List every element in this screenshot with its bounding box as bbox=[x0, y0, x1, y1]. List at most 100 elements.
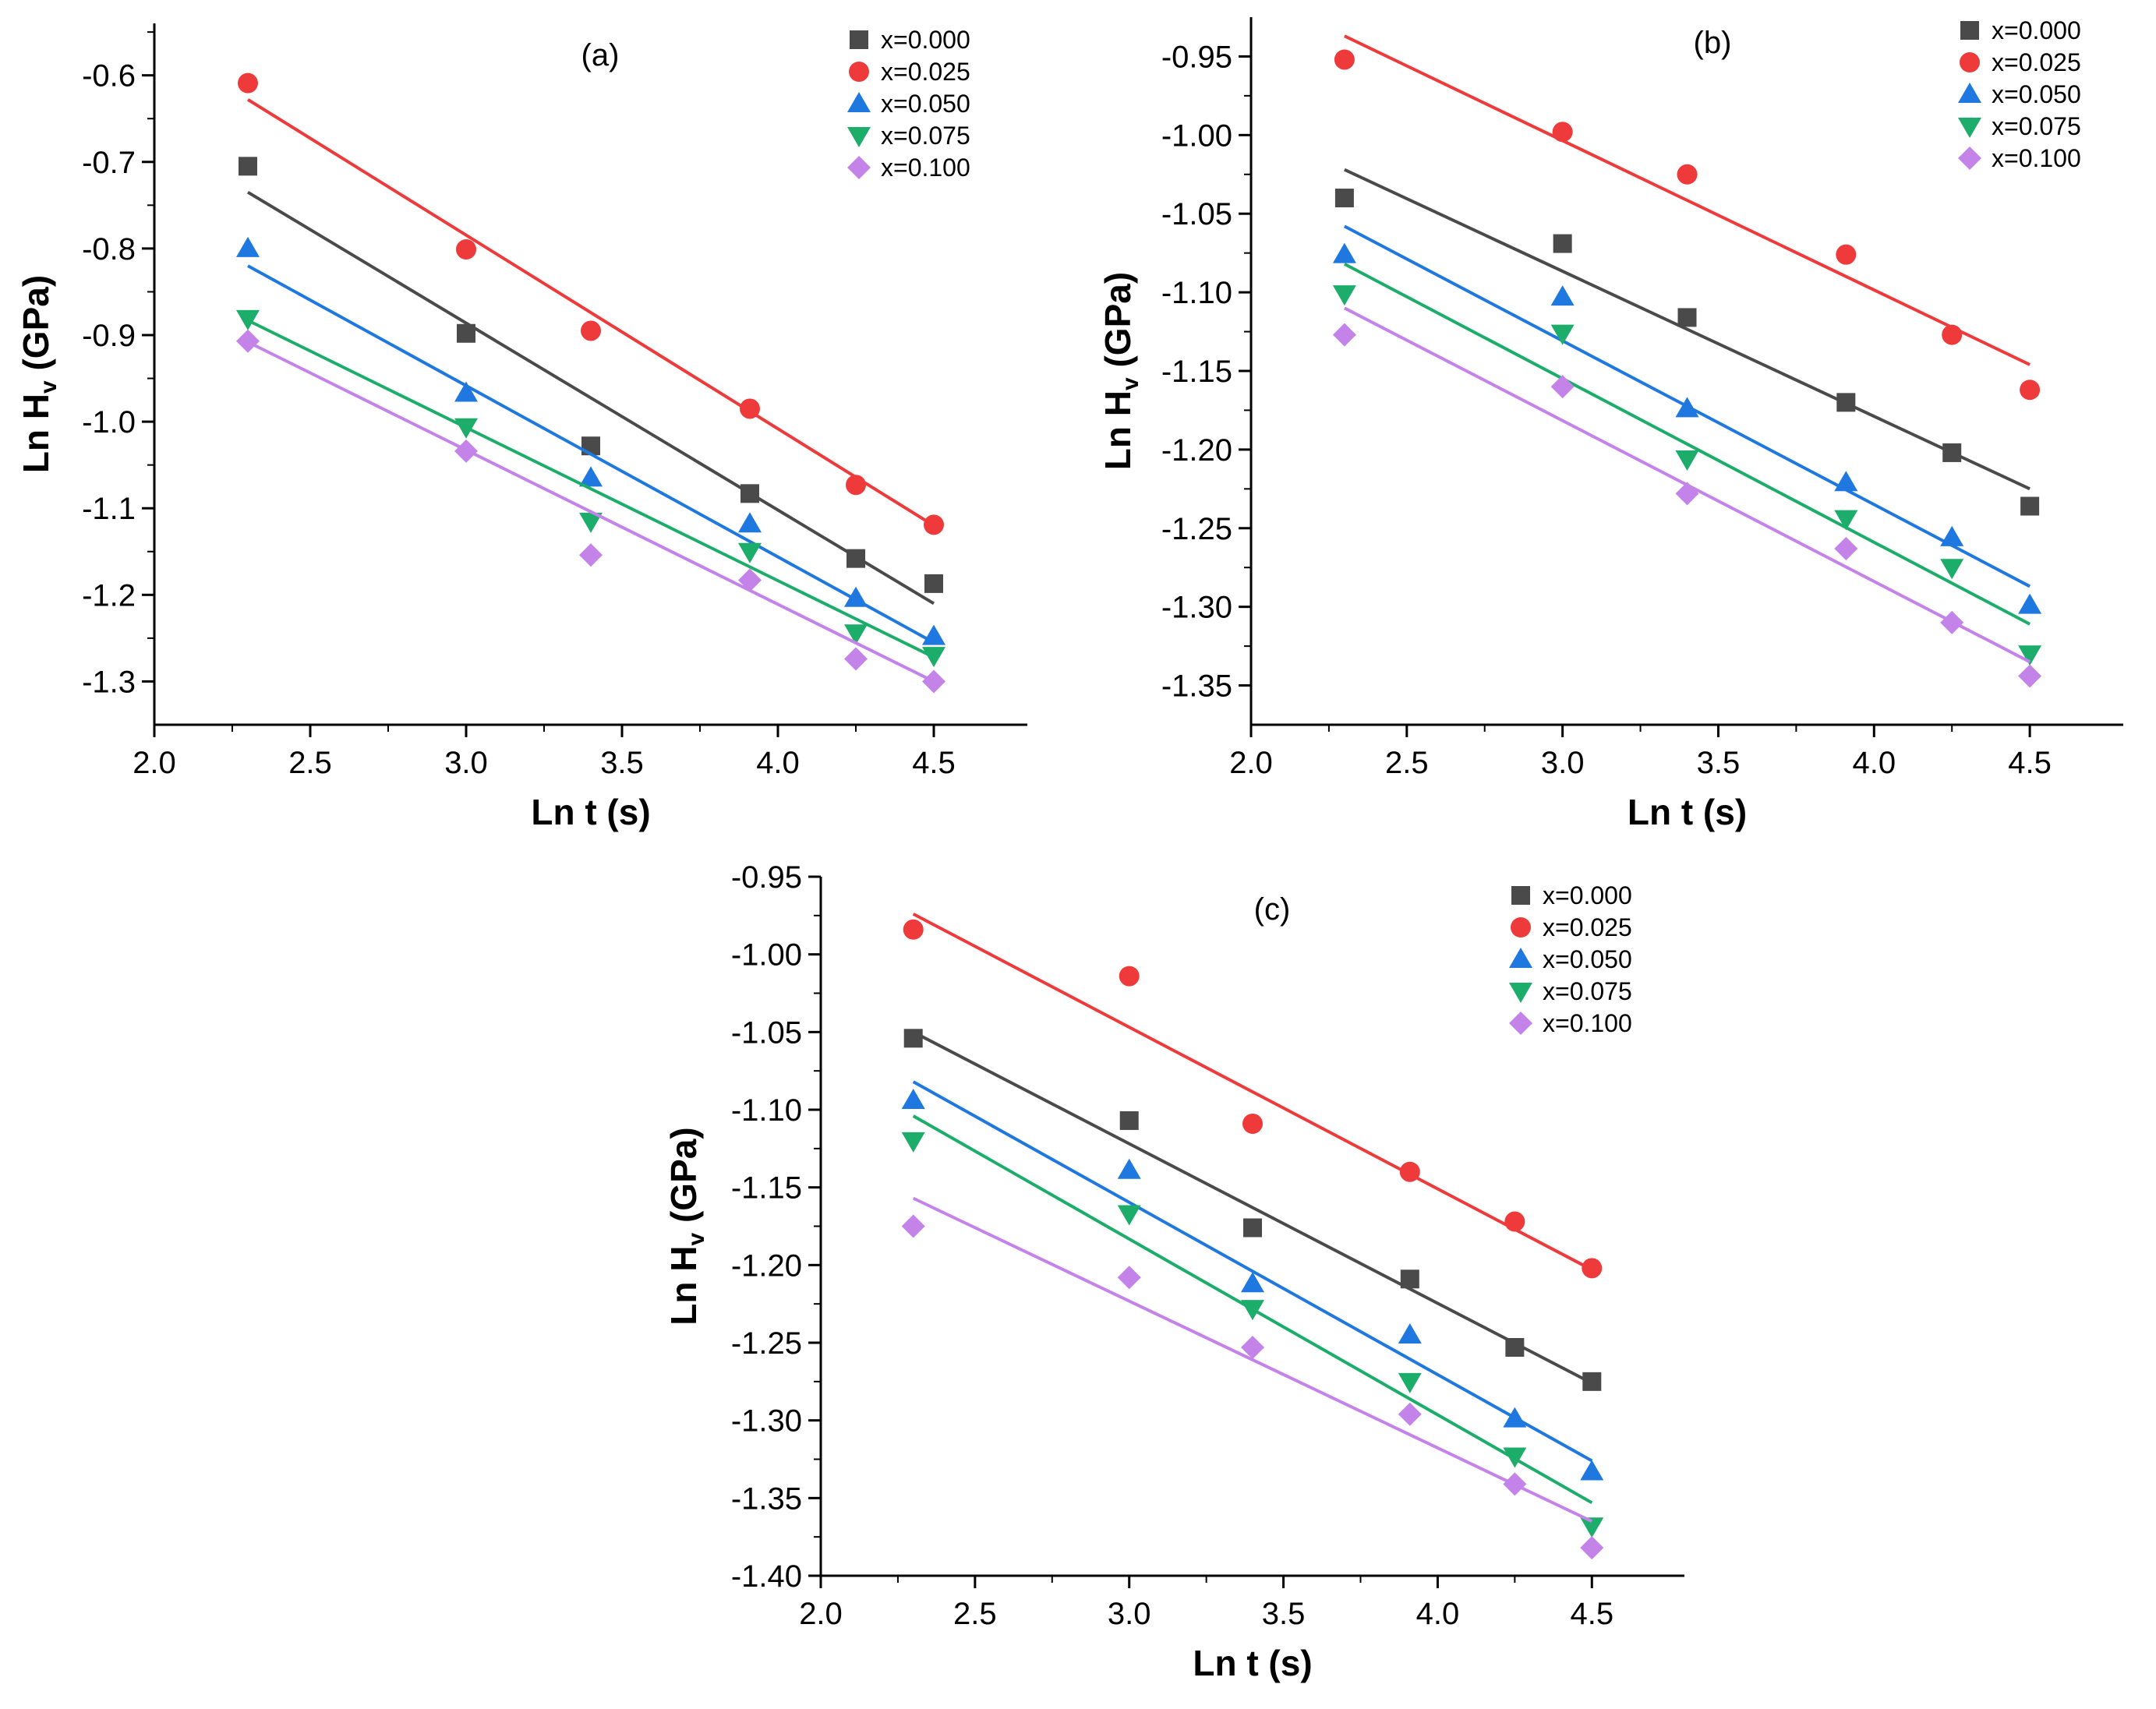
data-point bbox=[238, 72, 258, 94]
y-axis-title-unit: (GPa) bbox=[16, 275, 56, 380]
series-x=0.050 bbox=[901, 1080, 1604, 1481]
x-tick-label: 4.0 bbox=[1852, 746, 1896, 780]
x-tick-label: 2.0 bbox=[799, 1597, 843, 1631]
data-point bbox=[1243, 1218, 1262, 1238]
data-point bbox=[738, 512, 762, 533]
y-tick-label: -1.25 bbox=[731, 1326, 802, 1361]
data-point bbox=[581, 320, 601, 341]
fit-line bbox=[1343, 263, 2031, 626]
y-tick-label: -0.95 bbox=[731, 860, 802, 895]
y-tick-label: -1.25 bbox=[1161, 512, 1232, 546]
y-tick-label: -1.40 bbox=[731, 1559, 802, 1594]
data-point bbox=[1503, 1407, 1527, 1428]
fit-line bbox=[912, 1030, 1593, 1385]
x-tick-label: 4.5 bbox=[912, 746, 956, 780]
data-point bbox=[903, 1029, 923, 1048]
legend-marker bbox=[850, 30, 868, 49]
data-point bbox=[1580, 1536, 1604, 1560]
data-point bbox=[456, 239, 476, 260]
data-point bbox=[1552, 122, 1573, 143]
legend-marker bbox=[1509, 1012, 1532, 1035]
data-point bbox=[844, 624, 868, 645]
data-point bbox=[2020, 496, 2040, 516]
y-tick-label: -1.10 bbox=[1161, 276, 1232, 310]
y-tick-label: -1.2 bbox=[82, 578, 136, 613]
legend-entry: x=0.025 bbox=[1511, 913, 1632, 941]
y-tick-label: -1.15 bbox=[731, 1171, 802, 1206]
y-axis-title-subscript: v bbox=[36, 380, 62, 394]
x-tick-label: 4.0 bbox=[756, 746, 800, 780]
data-point bbox=[1580, 1517, 1604, 1538]
legend-entry: x=0.075 bbox=[1958, 112, 2081, 140]
y-tick-label: -1.1 bbox=[82, 492, 136, 526]
y-tick-label: -0.7 bbox=[82, 146, 136, 180]
data-point bbox=[738, 542, 762, 563]
data-point bbox=[1675, 482, 1699, 506]
data-point bbox=[1334, 49, 1355, 70]
legend-label: x=0.050 bbox=[881, 90, 970, 118]
data-point bbox=[740, 484, 759, 503]
series-x=0.075 bbox=[901, 1114, 1604, 1538]
x-tick-label: 3.0 bbox=[444, 746, 488, 780]
y-axis-title: Ln Hv (GPa) bbox=[1097, 272, 1143, 470]
fit-line bbox=[247, 319, 935, 659]
y-axis-title-main: Ln H bbox=[1097, 390, 1138, 470]
x-tick-label: 2.0 bbox=[1229, 746, 1273, 780]
legend-label: x=0.100 bbox=[1543, 1009, 1632, 1037]
x-tick-label: 4.5 bbox=[2008, 746, 2052, 780]
legend-label: x=0.025 bbox=[1992, 48, 2081, 76]
data-point bbox=[1675, 450, 1699, 471]
legend-entry: x=0.075 bbox=[1509, 977, 1632, 1005]
chart-panel-3: 2.0 2.5 3.0 3.5 4.0 4.5 -1.40 -1.35 -1.30 -1.25 -1… bbox=[663, 860, 1684, 1683]
y-tick-label: -1.0 bbox=[82, 405, 136, 440]
series-x=0.000 bbox=[903, 1029, 1602, 1391]
data-point bbox=[1399, 1161, 1420, 1182]
data-point bbox=[457, 323, 475, 343]
data-point bbox=[1836, 244, 1857, 265]
data-point bbox=[1398, 1323, 1422, 1344]
y-axis-title-subscript: v bbox=[1118, 377, 1143, 390]
data-point bbox=[922, 647, 945, 668]
legend-marker bbox=[1958, 118, 1981, 138]
data-point bbox=[844, 586, 868, 607]
series-x=0.100 bbox=[236, 329, 945, 694]
series-x=0.025 bbox=[238, 72, 944, 535]
x-tick-label: 2.5 bbox=[1385, 746, 1429, 780]
y-axis-title-main: Ln H bbox=[663, 1245, 704, 1325]
chart-panel-2: 2.0 2.5 3.0 3.5 4.0 4.5 -1.35 -1.30 -1.25 -1.20 -1… bbox=[1097, 16, 2123, 832]
y-tick-label: -1.05 bbox=[1161, 197, 1232, 231]
series-x=0.050 bbox=[1332, 224, 2042, 614]
data-point bbox=[1677, 308, 1697, 327]
data-point bbox=[1117, 1158, 1141, 1179]
legend-marker bbox=[1511, 886, 1530, 905]
data-point bbox=[1834, 510, 1858, 531]
data-point bbox=[1242, 1113, 1263, 1134]
data-point bbox=[1504, 1211, 1525, 1232]
data-point bbox=[922, 624, 945, 645]
data-point bbox=[903, 919, 924, 940]
data-point bbox=[1940, 525, 1964, 546]
data-point bbox=[2018, 593, 2042, 614]
y-tick-label: -1.05 bbox=[731, 1015, 802, 1050]
legend-entry: x=0.000 bbox=[1511, 881, 1632, 909]
fit-line bbox=[912, 913, 1593, 1272]
panel-label: (b) bbox=[1694, 26, 1732, 60]
data-point bbox=[2018, 645, 2042, 666]
data-point bbox=[1550, 324, 1575, 345]
data-point bbox=[239, 157, 257, 176]
y-axis-title: Ln Hv (GPa) bbox=[663, 1127, 709, 1325]
legend: x=0.000 x=0.025 x=0.050 x=0.075 x=0.100 bbox=[1509, 881, 1632, 1037]
data-point bbox=[844, 647, 868, 671]
x-tick-label: 3.0 bbox=[1541, 746, 1585, 780]
legend-entry: x=0.100 bbox=[1509, 1009, 1632, 1037]
y-axis-title-unit: (GPa) bbox=[1097, 272, 1138, 377]
series-x=0.075 bbox=[1332, 263, 2042, 666]
y-tick-label: -1.15 bbox=[1161, 355, 1232, 389]
legend-marker bbox=[1960, 21, 1979, 40]
data-point bbox=[1332, 285, 1356, 306]
x-tick-label: 4.5 bbox=[1570, 1597, 1613, 1631]
data-point bbox=[1550, 375, 1575, 399]
data-point bbox=[1553, 234, 1572, 253]
fit-line bbox=[247, 341, 935, 683]
